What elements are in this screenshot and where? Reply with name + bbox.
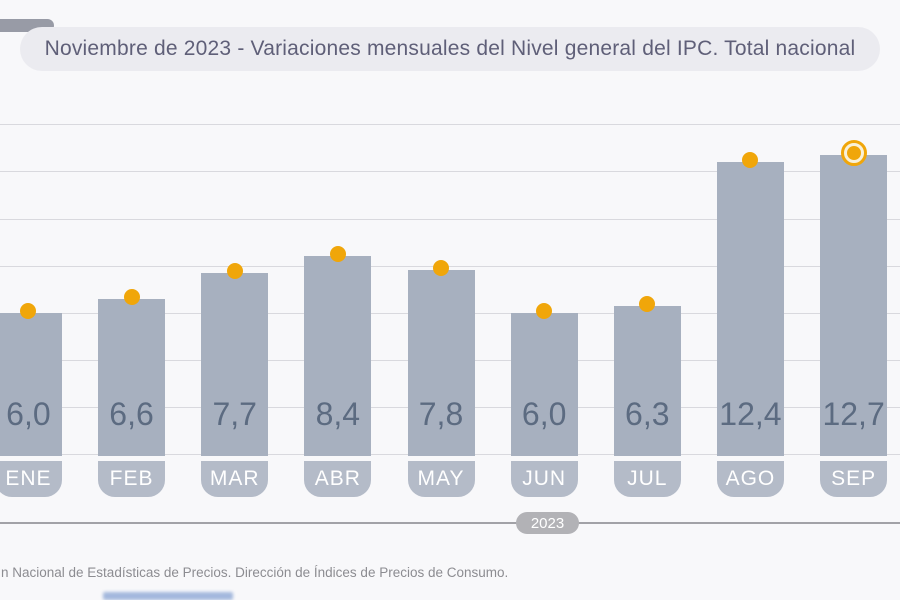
gridline xyxy=(0,171,900,173)
month-label: FEB xyxy=(109,467,154,490)
month-label: SEP xyxy=(831,467,877,490)
month-label: JUN xyxy=(522,467,567,490)
month-badge-feb[interactable]: FEB xyxy=(98,461,166,497)
month-badge-jun[interactable]: JUN xyxy=(510,461,578,497)
month-badge-jul[interactable]: JUL xyxy=(613,461,681,497)
bar-ene[interactable] xyxy=(0,312,62,456)
month-badge-sep[interactable]: SEP xyxy=(820,461,888,497)
month-badge-ene[interactable]: ENE xyxy=(0,461,62,497)
month-badge-abr[interactable]: ABR xyxy=(304,461,372,497)
month-label: MAY xyxy=(417,467,465,490)
chart-title-pill: Noviembre de 2023 - Variaciones mensuale… xyxy=(20,27,880,71)
bar-jul[interactable] xyxy=(613,305,681,456)
month-label: MAR xyxy=(209,467,260,490)
month-badge-ago[interactable]: AGO xyxy=(716,461,784,497)
gridline xyxy=(0,265,900,267)
data-point-dot xyxy=(536,302,553,319)
data-point-dot xyxy=(329,246,346,263)
data-point-dot xyxy=(123,288,140,305)
month-label: JUL xyxy=(627,467,668,490)
bar-mar[interactable] xyxy=(201,272,269,456)
x-axis-line xyxy=(0,522,900,524)
month-badge-may[interactable]: MAY xyxy=(407,461,475,497)
data-point-dot xyxy=(433,260,449,277)
gridline xyxy=(0,218,900,220)
bar-may[interactable] xyxy=(407,270,475,456)
year-badge: 2023 xyxy=(516,512,579,534)
bar-value-label: 6,0 xyxy=(6,396,51,432)
bar-value-label: 7,7 xyxy=(212,396,257,432)
bottom-partial-element xyxy=(103,592,233,600)
data-point-dot xyxy=(639,295,656,312)
bar-value-label: 12,4 xyxy=(719,396,782,432)
bar-ago[interactable] xyxy=(716,161,784,456)
data-point-dot xyxy=(226,262,243,279)
data-point-dot-highlighted xyxy=(840,139,867,166)
year-label: 2023 xyxy=(530,514,565,532)
bar-feb[interactable] xyxy=(98,298,166,456)
bar-value-label: 12,7 xyxy=(822,396,885,432)
bar-value-label: 7,8 xyxy=(418,396,464,432)
month-label: ENE xyxy=(5,467,52,490)
data-point-dot xyxy=(846,145,861,160)
bar-jun[interactable] xyxy=(510,312,578,456)
bar-abr[interactable] xyxy=(304,256,372,456)
bar-value-label: 6,3 xyxy=(625,396,670,432)
month-label: AGO xyxy=(725,467,776,490)
data-point-dot xyxy=(742,151,759,168)
data-point-dot xyxy=(20,302,37,319)
gridline xyxy=(0,124,900,126)
bar-value-label: 8,4 xyxy=(315,396,361,432)
source-note: n Nacional de Estadísticas de Precios. D… xyxy=(1,565,509,580)
bar-value-label: 6,0 xyxy=(521,396,567,432)
bar-sep[interactable] xyxy=(820,154,888,456)
bar-value-label: 6,6 xyxy=(109,396,154,432)
month-label: ABR xyxy=(314,467,361,490)
chart-title: Noviembre de 2023 - Variaciones mensuale… xyxy=(44,37,856,60)
month-badge-mar[interactable]: MAR xyxy=(201,461,269,497)
